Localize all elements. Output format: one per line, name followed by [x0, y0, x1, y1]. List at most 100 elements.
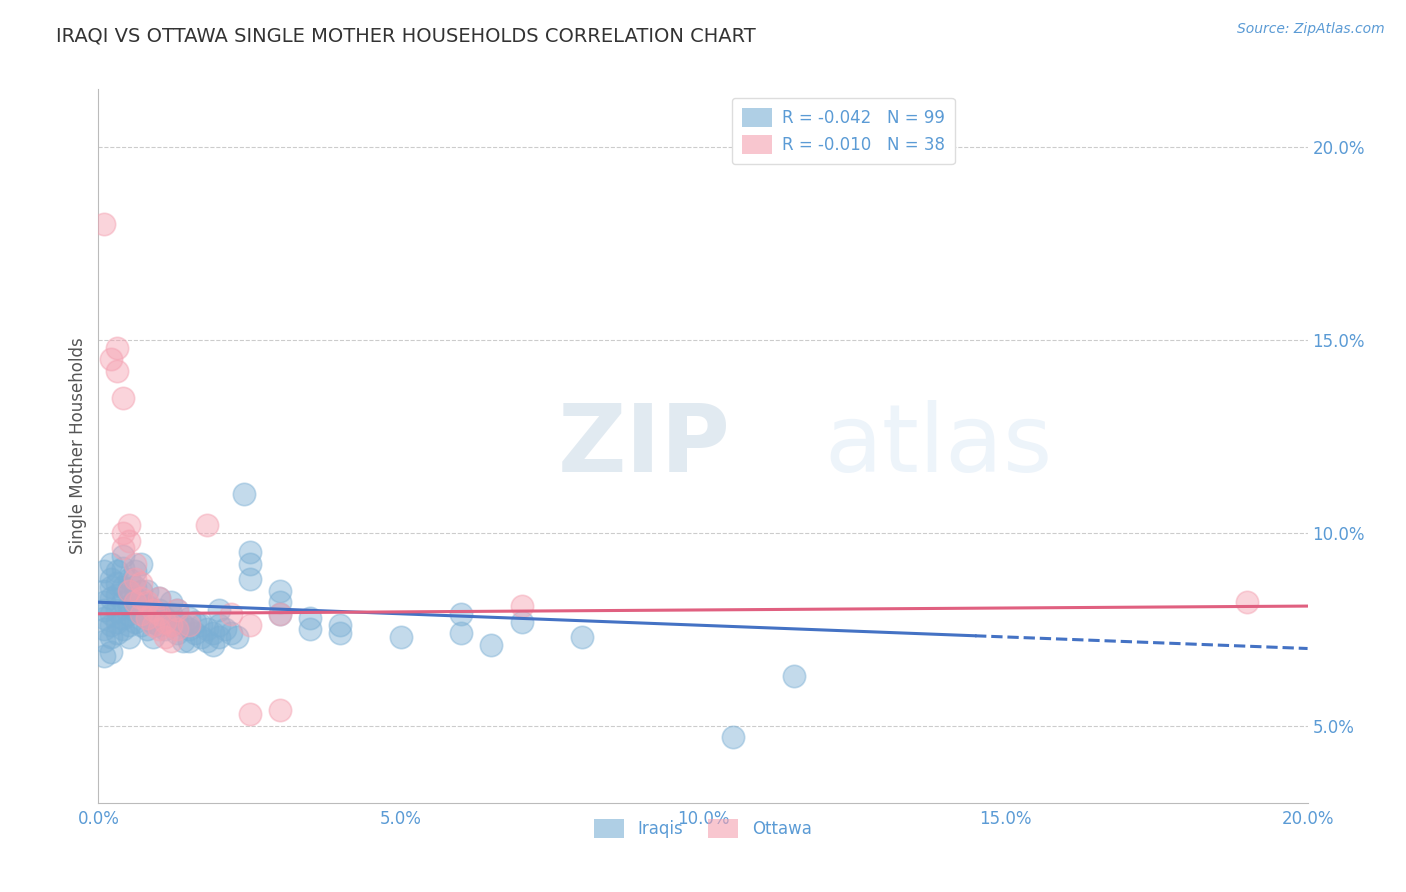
Point — [571, 630, 593, 644]
Point — [118, 583, 141, 598]
Text: Source: ZipAtlas.com: Source: ZipAtlas.com — [1237, 22, 1385, 37]
Point — [214, 622, 236, 636]
Point — [160, 618, 183, 632]
Point — [195, 633, 218, 648]
Point — [208, 618, 231, 632]
Point — [118, 518, 141, 533]
Point — [93, 633, 115, 648]
Point — [510, 599, 533, 613]
Point — [208, 603, 231, 617]
Point — [111, 622, 134, 636]
Point — [93, 622, 115, 636]
Point — [124, 572, 146, 586]
Point — [124, 603, 146, 617]
Point — [105, 603, 128, 617]
Point — [111, 541, 134, 556]
Point — [179, 633, 201, 648]
Point — [105, 576, 128, 591]
Point — [153, 615, 176, 629]
Point — [148, 618, 170, 632]
Point — [100, 580, 122, 594]
Point — [269, 583, 291, 598]
Point — [329, 626, 352, 640]
Point — [195, 518, 218, 533]
Point — [124, 595, 146, 609]
Point — [124, 580, 146, 594]
Point — [160, 607, 183, 621]
Point — [153, 622, 176, 636]
Point — [190, 630, 212, 644]
Point — [111, 549, 134, 563]
Point — [118, 572, 141, 586]
Point — [93, 565, 115, 579]
Point — [100, 618, 122, 632]
Point — [100, 645, 122, 659]
Point — [148, 591, 170, 606]
Point — [221, 626, 243, 640]
Point — [129, 583, 152, 598]
Point — [389, 630, 412, 644]
Point — [166, 622, 188, 636]
Point — [166, 626, 188, 640]
Point — [148, 603, 170, 617]
Point — [135, 622, 157, 636]
Point — [239, 572, 262, 586]
Point — [148, 591, 170, 606]
Point — [299, 610, 322, 624]
Point — [239, 557, 262, 571]
Point — [129, 595, 152, 609]
Point — [202, 626, 225, 640]
Point — [269, 595, 291, 609]
Point — [100, 572, 122, 586]
Point — [1236, 595, 1258, 609]
Point — [723, 730, 745, 744]
Y-axis label: Single Mother Households: Single Mother Households — [69, 338, 87, 554]
Point — [129, 607, 152, 621]
Point — [93, 583, 115, 598]
Point — [100, 591, 122, 606]
Point — [299, 622, 322, 636]
Text: IRAQI VS OTTAWA SINGLE MOTHER HOUSEHOLDS CORRELATION CHART: IRAQI VS OTTAWA SINGLE MOTHER HOUSEHOLDS… — [56, 27, 756, 45]
Point — [105, 364, 128, 378]
Point — [129, 618, 152, 632]
Point — [93, 649, 115, 664]
Point — [135, 610, 157, 624]
Point — [172, 618, 194, 632]
Point — [118, 618, 141, 632]
Point — [118, 630, 141, 644]
Point — [129, 576, 152, 591]
Point — [184, 626, 207, 640]
Point — [148, 607, 170, 621]
Point — [269, 703, 291, 717]
Point — [93, 217, 115, 231]
Point — [111, 560, 134, 574]
Point — [135, 583, 157, 598]
Point — [118, 599, 141, 613]
Point — [100, 607, 122, 621]
Point — [124, 557, 146, 571]
Point — [105, 615, 128, 629]
Point — [105, 587, 128, 601]
Point — [93, 603, 115, 617]
Point — [190, 618, 212, 632]
Point — [166, 603, 188, 617]
Point — [153, 630, 176, 644]
Point — [105, 565, 128, 579]
Point — [450, 626, 472, 640]
Point — [142, 618, 165, 632]
Point — [172, 633, 194, 648]
Point — [208, 630, 231, 644]
Point — [481, 638, 503, 652]
Point — [239, 618, 262, 632]
Point — [153, 610, 176, 624]
Point — [221, 607, 243, 621]
Point — [148, 622, 170, 636]
Point — [269, 607, 291, 621]
Point — [783, 668, 806, 682]
Point — [118, 583, 141, 598]
Point — [195, 622, 218, 636]
Point — [124, 615, 146, 629]
Text: ZIP: ZIP — [558, 400, 731, 492]
Point — [111, 580, 134, 594]
Point — [100, 352, 122, 367]
